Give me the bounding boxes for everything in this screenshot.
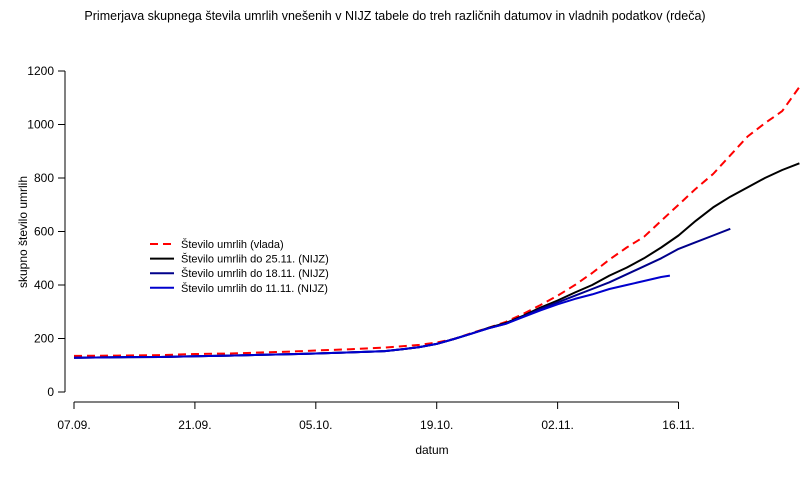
- x-tick-label: 07.09.: [57, 418, 90, 432]
- legend-label-4: Število umrlih do 11.11. (NIJZ): [181, 282, 328, 295]
- x-axis-label: datum: [415, 443, 448, 457]
- series-line-3: [73, 227, 731, 359]
- legend-label-3: Število umrlih do 18.11. (NIJZ): [181, 267, 329, 280]
- series-line-4: [73, 274, 671, 359]
- x-tick-label: 16.11.: [662, 418, 694, 432]
- y-tick-label: 400: [34, 278, 54, 292]
- y-tick-label: 600: [34, 225, 54, 239]
- series-line-1: [73, 84, 800, 357]
- y-tick-label: 200: [34, 332, 54, 346]
- y-tick-label: 1200: [27, 64, 54, 78]
- legend-label-2: Število umrlih do 25.11. (NIJZ): [181, 253, 329, 266]
- y-axis: 0 200 400 600 800 1000 1200: [27, 64, 66, 399]
- x-tick-label: 21.09.: [178, 418, 211, 432]
- legend-label-1: Število umrlih (vlada): [181, 238, 284, 251]
- chart-title: Primerjava skupnega števila umrlih vneše…: [84, 9, 705, 23]
- y-tick-label: 800: [34, 171, 54, 185]
- y-tick-label: 1000: [27, 118, 54, 132]
- x-tick-label: 02.11.: [541, 418, 573, 432]
- x-axis: 07.09. 21.09. 05.10. 19.10. 02.11. 16.11.: [57, 401, 695, 432]
- y-tick-label: 0: [47, 385, 54, 399]
- legend: Število umrlih (vlada) Število umrlih do …: [150, 238, 329, 295]
- y-axis-label: skupno število umrlih: [16, 176, 30, 288]
- x-tick-label: 19.10.: [420, 418, 453, 432]
- x-tick-label: 05.10.: [299, 418, 332, 432]
- plot-lines: [73, 84, 800, 359]
